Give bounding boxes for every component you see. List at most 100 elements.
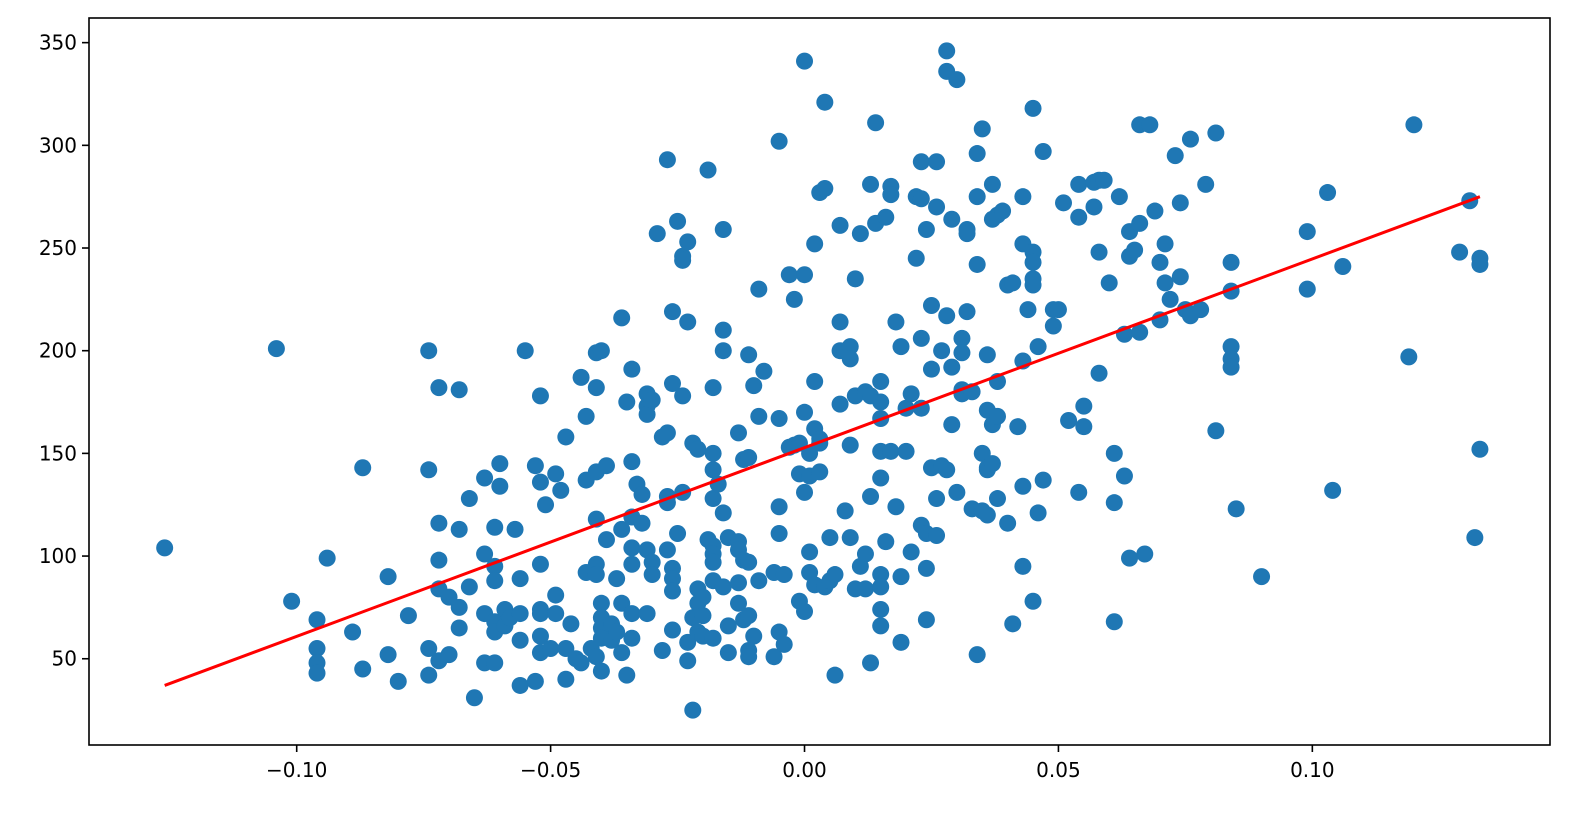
data-point xyxy=(531,627,549,645)
data-point xyxy=(1070,483,1088,501)
data-point xyxy=(1029,338,1047,356)
data-point xyxy=(750,407,768,425)
data-point xyxy=(745,377,763,395)
data-point xyxy=(597,531,615,549)
data-point xyxy=(592,342,610,360)
data-point xyxy=(1197,175,1215,193)
data-point xyxy=(978,506,996,524)
data-point xyxy=(862,175,880,193)
data-point xyxy=(872,373,890,390)
data-point xyxy=(643,391,661,409)
data-point xyxy=(1131,214,1149,232)
data-point xyxy=(882,186,900,204)
data-point xyxy=(892,633,910,651)
data-point xyxy=(887,313,905,331)
data-point xyxy=(531,387,549,405)
data-point xyxy=(663,303,681,321)
data-point xyxy=(943,210,961,228)
data-point xyxy=(1192,301,1210,319)
data-point xyxy=(430,514,448,532)
data-point xyxy=(531,555,549,573)
data-point xyxy=(872,600,890,618)
data-point xyxy=(1141,116,1159,134)
data-point xyxy=(663,582,681,600)
y-tick-label: 250 xyxy=(39,236,77,260)
data-point xyxy=(704,379,722,397)
data-point xyxy=(486,654,504,672)
data-point xyxy=(623,555,641,573)
data-point xyxy=(318,549,336,567)
data-point xyxy=(765,648,783,666)
data-point xyxy=(1009,418,1027,436)
data-point xyxy=(557,670,575,688)
data-point xyxy=(516,342,534,360)
data-point xyxy=(420,461,438,479)
data-point xyxy=(460,578,478,596)
x-tick-label: 0.00 xyxy=(782,758,827,782)
data-point xyxy=(511,676,529,694)
data-point xyxy=(780,266,798,284)
y-tick-label: 200 xyxy=(39,339,77,363)
data-point xyxy=(531,473,549,491)
data-point xyxy=(1024,592,1042,610)
data-point xyxy=(648,225,666,243)
data-point xyxy=(379,568,397,586)
data-point xyxy=(1466,529,1484,547)
data-point xyxy=(344,623,362,641)
data-point xyxy=(486,572,504,590)
data-point xyxy=(450,598,468,616)
data-point xyxy=(354,459,372,477)
data-point xyxy=(770,132,788,150)
data-point xyxy=(308,664,326,682)
data-point xyxy=(399,607,417,625)
data-point xyxy=(1131,323,1149,341)
data-point xyxy=(638,605,656,623)
data-point xyxy=(623,629,641,647)
data-point xyxy=(689,440,707,458)
data-point xyxy=(1222,338,1240,356)
data-point xyxy=(806,373,824,390)
data-point xyxy=(653,642,671,660)
data-point xyxy=(770,409,788,427)
data-point xyxy=(267,340,285,358)
x-tick-label: −0.05 xyxy=(520,758,581,782)
data-point xyxy=(917,559,935,577)
data-point xyxy=(1166,147,1184,165)
data-point xyxy=(679,652,697,670)
data-point xyxy=(892,568,910,586)
data-point xyxy=(1400,348,1418,366)
data-point xyxy=(643,566,661,584)
data-point xyxy=(669,212,687,230)
data-point xyxy=(623,360,641,378)
data-point xyxy=(770,524,788,542)
data-point xyxy=(633,485,651,503)
data-point xyxy=(862,488,880,506)
data-point xyxy=(730,574,748,592)
data-point xyxy=(1156,235,1174,253)
data-point xyxy=(978,346,996,364)
data-point xyxy=(674,387,692,405)
data-point xyxy=(1146,202,1164,220)
y-tick-label: 350 xyxy=(39,31,77,55)
data-point xyxy=(542,639,560,657)
data-point xyxy=(983,455,1001,473)
data-point xyxy=(841,436,859,454)
data-point xyxy=(663,570,681,588)
data-point xyxy=(1334,257,1352,275)
data-point xyxy=(1004,274,1022,292)
data-point xyxy=(1029,504,1047,522)
data-point xyxy=(836,502,854,520)
data-point xyxy=(704,629,722,647)
data-point xyxy=(816,179,834,197)
data-point xyxy=(877,533,895,551)
data-point xyxy=(537,496,555,514)
data-point xyxy=(1105,494,1123,512)
data-point xyxy=(1070,175,1088,193)
data-point xyxy=(1451,243,1469,261)
data-point xyxy=(912,329,930,347)
data-point xyxy=(740,448,758,466)
data-point xyxy=(526,672,544,690)
data-point xyxy=(633,514,651,532)
data-point xyxy=(917,611,935,629)
